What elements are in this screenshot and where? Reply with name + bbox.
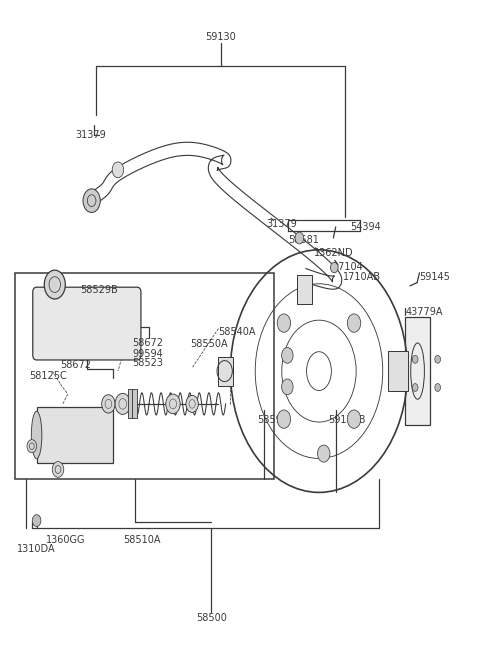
FancyBboxPatch shape [128,390,132,419]
FancyBboxPatch shape [298,275,312,304]
Circle shape [277,410,290,428]
Circle shape [112,162,124,177]
Text: 58510A: 58510A [123,535,160,545]
FancyBboxPatch shape [33,287,141,360]
Text: 59145: 59145 [420,273,450,283]
Text: 58672: 58672 [60,359,92,369]
Text: 58125C: 58125C [29,371,67,380]
Circle shape [412,384,418,392]
Text: 58550A: 58550A [190,338,228,349]
Circle shape [166,394,180,414]
Text: 99594: 99594 [132,349,163,359]
Text: 58672: 58672 [132,338,163,348]
Text: 43779A: 43779A [405,307,443,317]
Circle shape [318,445,330,462]
Text: 1310DA: 1310DA [17,545,56,555]
Circle shape [27,440,36,453]
Text: 17104: 17104 [333,262,364,272]
Text: 54394: 54394 [350,222,381,232]
Circle shape [277,314,290,332]
Text: 58594: 58594 [257,415,288,425]
Circle shape [295,232,304,244]
Circle shape [282,348,293,363]
FancyBboxPatch shape [405,317,430,425]
Text: 31379: 31379 [266,219,297,229]
Text: 58500: 58500 [196,613,227,623]
Circle shape [282,379,293,395]
Circle shape [52,462,64,478]
Circle shape [186,396,198,413]
FancyBboxPatch shape [218,357,233,386]
Text: 1360GG: 1360GG [46,535,85,545]
Circle shape [330,262,338,273]
FancyBboxPatch shape [36,407,113,463]
Text: 58523: 58523 [132,358,163,368]
Text: 31379: 31379 [75,130,106,140]
Circle shape [83,189,100,212]
Text: 1710AB: 1710AB [343,273,381,283]
Text: 59130: 59130 [205,32,236,42]
Circle shape [435,384,441,392]
Circle shape [435,355,441,363]
Circle shape [44,270,65,299]
Text: 58540A: 58540A [218,327,256,337]
Text: 1362ND: 1362ND [314,248,354,258]
Text: 58581: 58581 [288,235,319,245]
Circle shape [32,514,41,526]
Text: 58529B: 58529B [80,286,118,296]
Circle shape [412,355,418,363]
Circle shape [102,395,115,413]
Circle shape [115,394,131,415]
Circle shape [348,314,361,332]
FancyBboxPatch shape [388,351,408,391]
Ellipse shape [31,411,42,459]
Text: 59110B: 59110B [328,415,366,425]
FancyBboxPatch shape [132,390,137,419]
Circle shape [348,410,361,428]
